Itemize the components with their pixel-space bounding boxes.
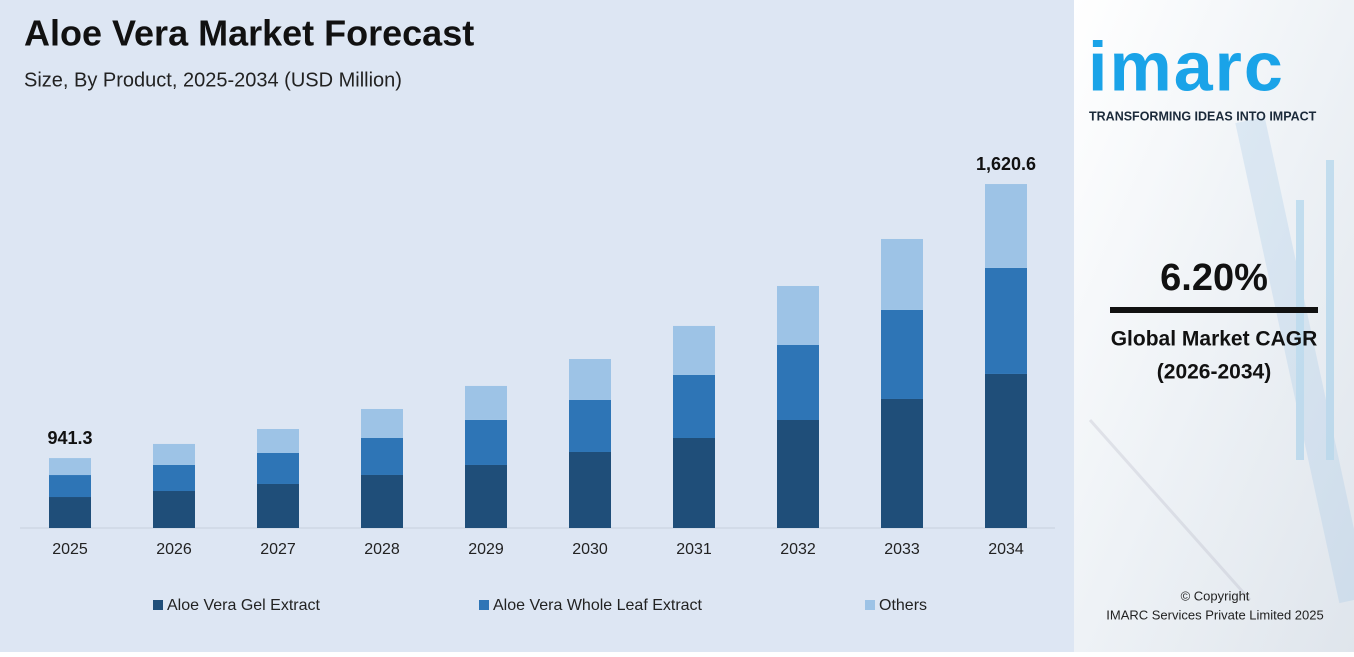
bar-segment — [673, 437, 715, 528]
bar-segment — [465, 464, 507, 528]
bar-segment — [257, 428, 299, 454]
legend-label: Others — [879, 597, 927, 614]
bar-segment — [985, 267, 1027, 374]
bar-segment — [777, 420, 819, 528]
bar-segment — [153, 464, 195, 492]
legend-swatch — [479, 600, 489, 610]
tagline: TRANSFORMING IDEAS INTO IMPACT — [1089, 109, 1317, 123]
legend-label: Aloe Vera Whole Leaf Extract — [493, 597, 703, 614]
x-tick-label: 2026 — [156, 541, 192, 558]
total-label: 1,620.6 — [976, 154, 1036, 174]
chart-title: Aloe Vera Market Forecast — [24, 13, 474, 54]
bar-segment — [49, 475, 91, 498]
bar-segment — [881, 398, 923, 528]
bar-segment — [361, 474, 403, 528]
bar-segment — [673, 374, 715, 438]
bar-segment — [777, 285, 819, 346]
side-panel — [1074, 0, 1354, 652]
bar-segment — [361, 408, 403, 438]
cagr-label: Global Market CAGR — [1111, 328, 1318, 351]
cagr-rule — [1110, 307, 1318, 313]
x-tick-label: 2025 — [52, 541, 88, 558]
bar-segment — [465, 419, 507, 465]
bar-segment — [153, 491, 195, 528]
bar-segment — [153, 443, 195, 465]
company: IMARC Services Private Limited 2025 — [1106, 607, 1323, 622]
legend-label: Aloe Vera Gel Extract — [167, 597, 321, 614]
legend-swatch — [865, 600, 875, 610]
bar-segment — [465, 385, 507, 420]
x-tick-label: 2029 — [468, 541, 504, 558]
logo: imarc — [1088, 27, 1285, 105]
bar-segment — [777, 345, 819, 421]
decoration — [1088, 116, 1354, 604]
x-tick-label: 2027 — [260, 541, 296, 558]
chart-subtitle: Size, By Product, 2025-2034 (USD Million… — [24, 69, 402, 91]
bar-segment — [257, 453, 299, 484]
bar-segment — [49, 458, 91, 476]
total-label: 941.3 — [47, 428, 92, 448]
x-tick-label: 2033 — [884, 541, 920, 558]
copyright: © Copyright — [1181, 588, 1250, 603]
cagr-value: 6.20% — [1160, 257, 1268, 299]
x-tick-label: 2028 — [364, 541, 400, 558]
legend-swatch — [153, 600, 163, 610]
bar-segment — [569, 399, 611, 452]
cagr-period: (2026-2034) — [1157, 361, 1271, 384]
bar-segment — [49, 497, 91, 528]
bar-segment — [257, 483, 299, 528]
x-tick-label: 2032 — [780, 541, 816, 558]
bar-segment — [361, 437, 403, 475]
x-tick-label: 2030 — [572, 541, 608, 558]
bar-segment — [985, 184, 1027, 268]
x-tick-label: 2031 — [676, 541, 712, 558]
bar-segment — [881, 309, 923, 399]
bar-segment — [673, 325, 715, 375]
bar-segment — [881, 238, 923, 310]
bar-segment — [569, 451, 611, 528]
bar-segment — [569, 359, 611, 400]
bar-segment — [985, 373, 1027, 528]
x-tick-label: 2034 — [988, 541, 1024, 558]
